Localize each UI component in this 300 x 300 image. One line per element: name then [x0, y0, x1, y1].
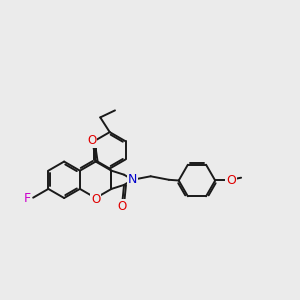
Text: O: O [87, 134, 97, 147]
Text: N: N [128, 173, 137, 186]
Text: O: O [91, 193, 100, 206]
Text: O: O [226, 174, 236, 187]
Text: F: F [24, 192, 31, 205]
Text: O: O [117, 200, 126, 213]
